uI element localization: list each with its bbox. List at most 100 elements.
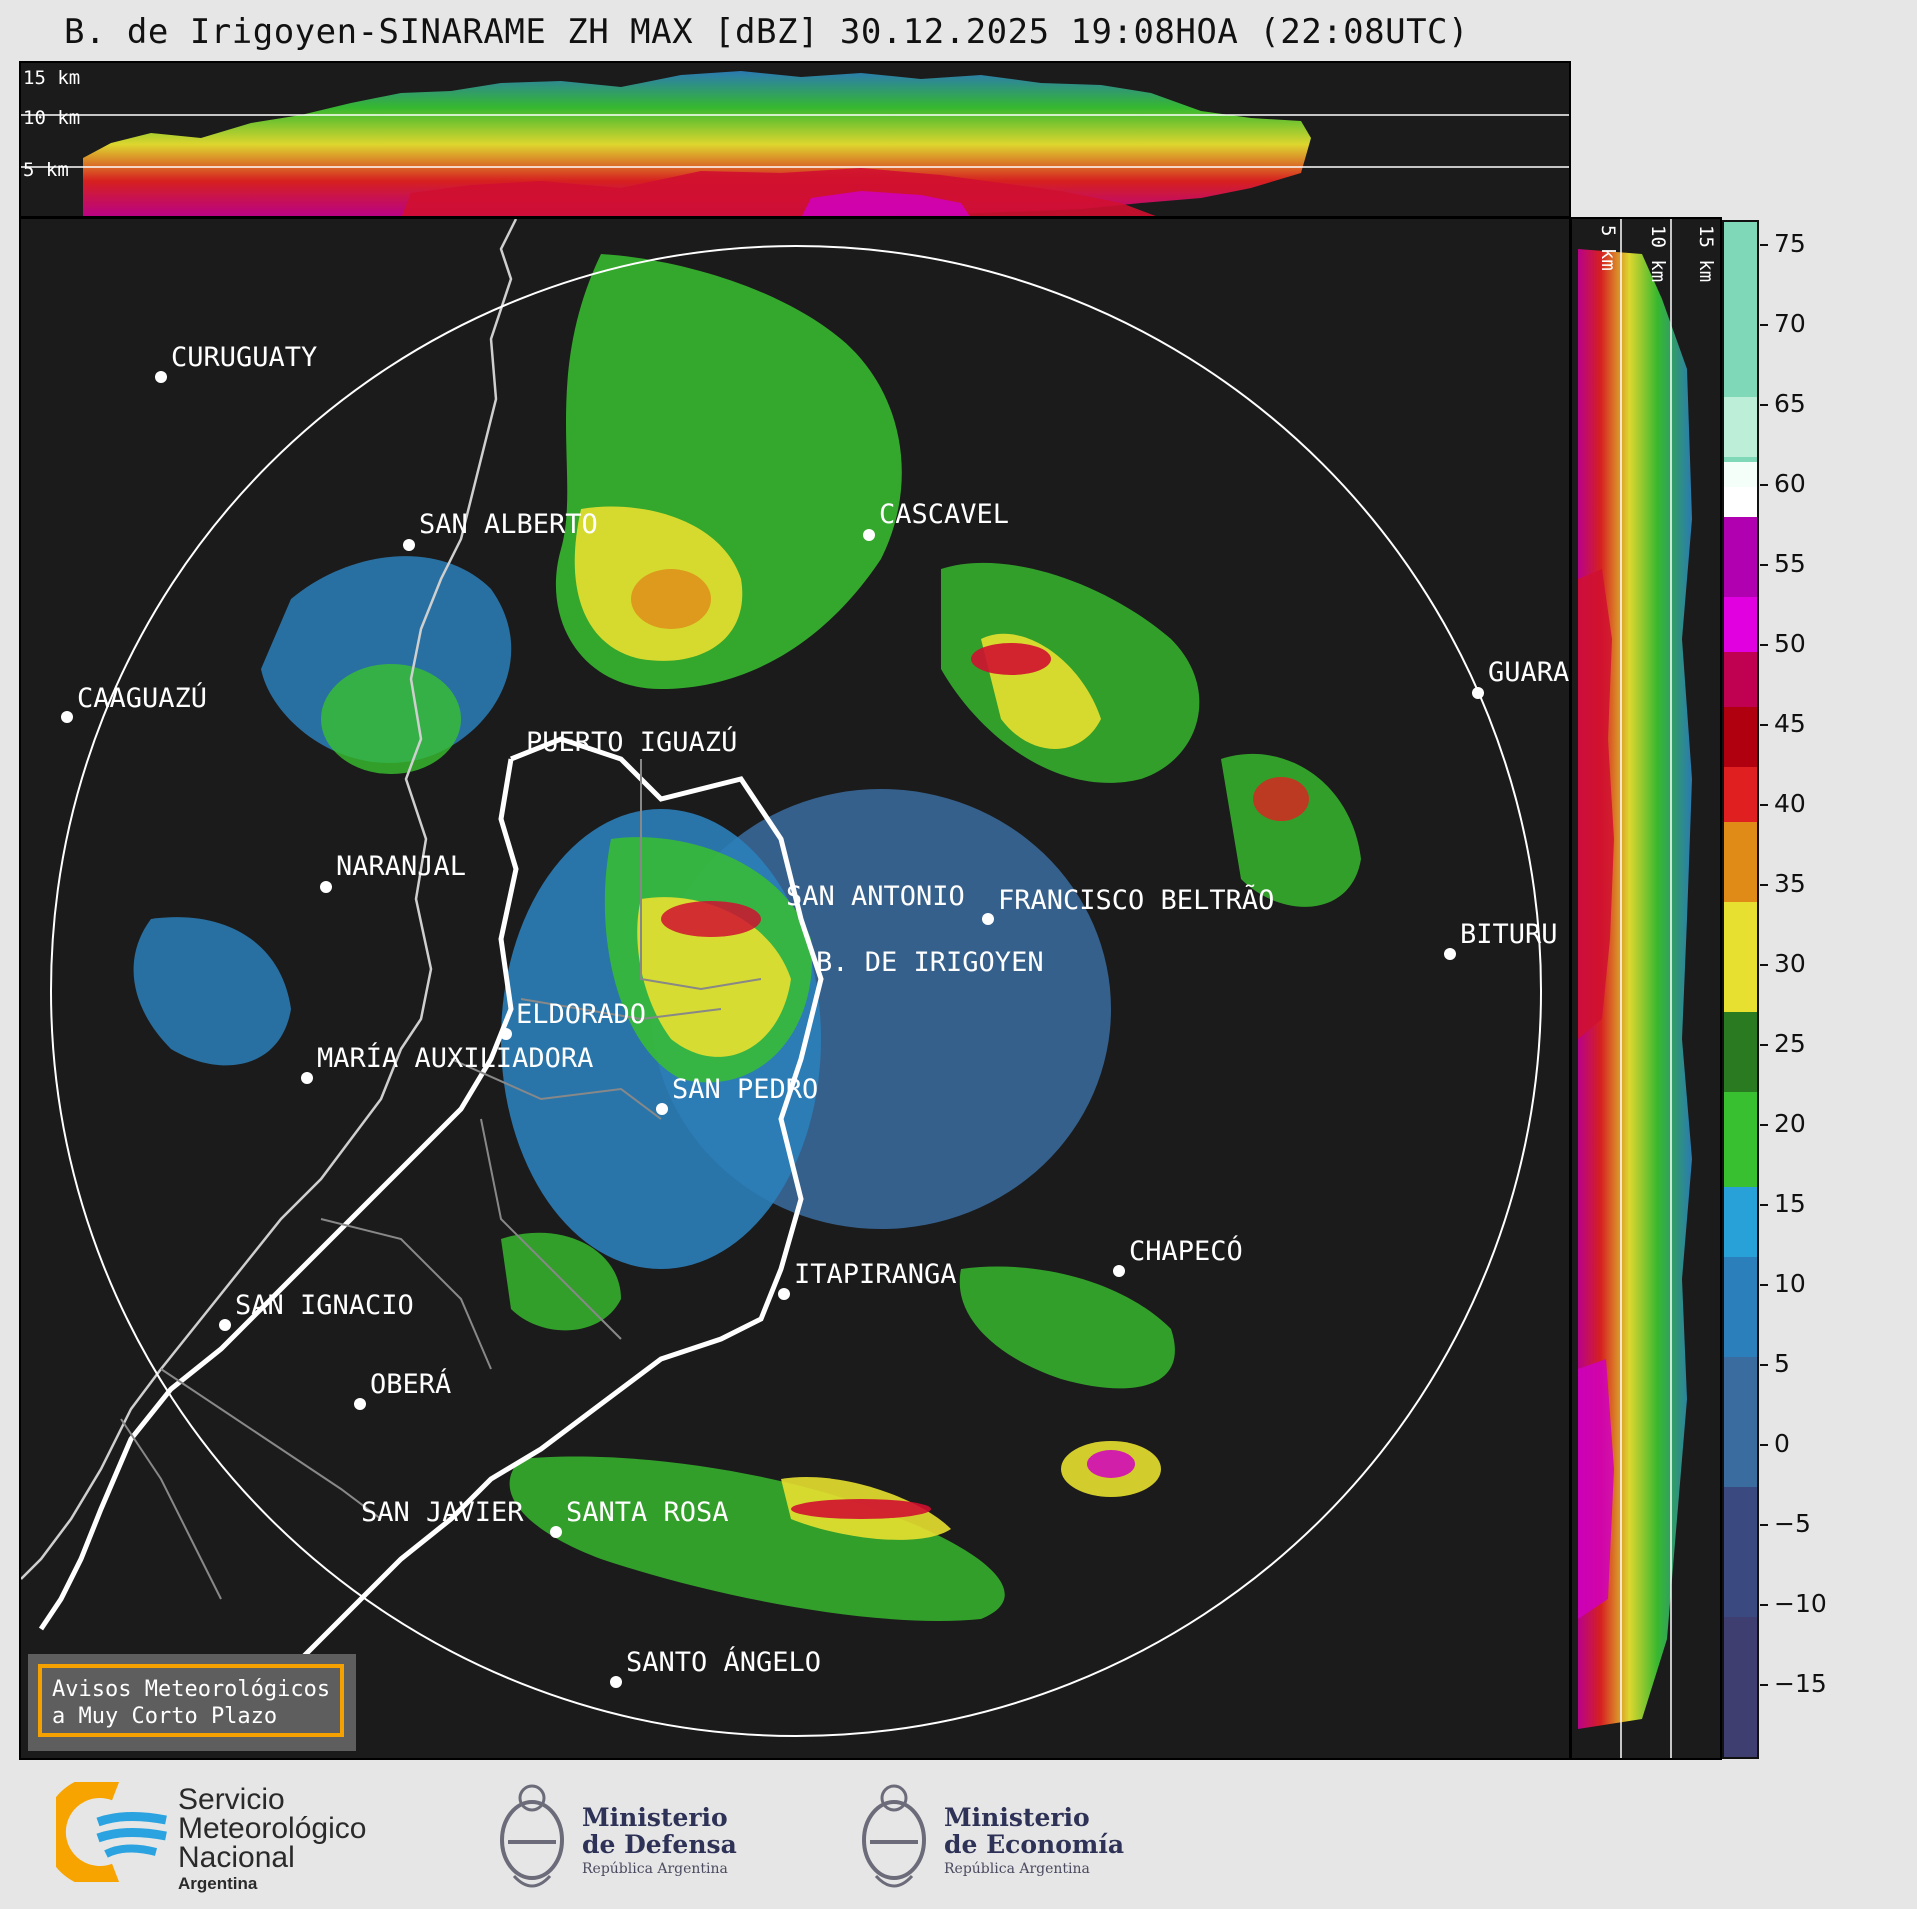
cbar-tick-75: 75 [1760, 229, 1806, 258]
side-echo-core-lower [1578, 1359, 1614, 1619]
city-label-curuguaty: CURUGUATY [171, 342, 317, 373]
radar-range-circle [50, 245, 1542, 1737]
city-label-maria-auxiliadora: MARÍA AUXILIADORA [317, 1042, 593, 1074]
echo-west-cell [133, 917, 291, 1066]
cbar-tick-35: 35 [1760, 869, 1806, 898]
ministerio-economia-text: Ministerio de Economía República Argenti… [944, 1803, 1125, 1877]
top-echo-profile [83, 71, 1311, 216]
echo-northeast-red [971, 643, 1051, 675]
side-cross-section-plot: 5 km 10 km 15 km [1578, 219, 1717, 1758]
top-cross-section-plot: 15 km 10 km 5 km [21, 67, 1569, 216]
cbar-tick-60: 60 [1760, 469, 1806, 498]
echo-center-red [661, 901, 761, 937]
cbar-tick-10: 10 [1760, 1269, 1806, 1298]
city-label-santa-rosa: SANTA ROSA [566, 1497, 729, 1528]
ministerio-defensa-text: Ministerio de Defensa República Argentin… [582, 1803, 737, 1877]
cbar-tick-55: 55 [1760, 549, 1806, 578]
radar-map: CURUGUATY SAN ALBERTO CASCAVEL CAAGUAZÚ … [21, 219, 1569, 1741]
top-15km-label: 15 km [23, 67, 80, 89]
echo-east-green [1221, 753, 1361, 907]
cbar-tick-neg15: −15 [1760, 1669, 1827, 1698]
misiones-border [199, 736, 824, 1741]
marker-francisco-beltrao[interactable] [982, 913, 994, 925]
echo-east-red [1253, 777, 1309, 821]
department-lines [120, 759, 762, 1600]
cbar-tick-70: 70 [1760, 309, 1806, 338]
side-10km-label: 10 km [1647, 225, 1669, 282]
reflectivity-colorbar [1722, 220, 1759, 1759]
echo-west-green [321, 664, 461, 774]
chart-title: B. de Irigoyen-SINARAME ZH MAX [dBZ] 30.… [64, 12, 1469, 52]
city-label-cascavel: CASCAVEL [879, 499, 1009, 530]
side-15km-label: 15 km [1695, 225, 1717, 282]
marker-guara[interactable] [1472, 687, 1484, 699]
city-label-san-pedro: SAN PEDRO [672, 1074, 818, 1105]
city-label-san-antonio: SAN ANTONIO [786, 881, 965, 912]
echo-south-red [791, 1499, 931, 1519]
echo-north-orange [631, 569, 711, 629]
city-label-b-de-irigoyen: B. DE IRIGOYEN [816, 947, 1044, 978]
marker-maria-auxiliadora[interactable] [301, 1072, 313, 1084]
city-label-itapiranga: ITAPIRANGA [794, 1259, 957, 1290]
city-markers [61, 371, 1484, 1688]
cbar-tick-65: 65 [1760, 389, 1806, 418]
marker-santa-rosa[interactable] [550, 1526, 562, 1538]
marker-santo-angelo[interactable] [610, 1676, 622, 1688]
echo-southwest-green [501, 1232, 621, 1331]
side-echo-core [1578, 569, 1614, 1039]
city-label-francisco-beltrao: FRANCISCO BELTRÃO [998, 884, 1274, 916]
city-label-san-javier: SAN JAVIER [361, 1497, 524, 1528]
city-label-caaguazu: CAAGUAZÚ [77, 682, 207, 714]
warning-text: Avisos Meteorológicos a Muy Corto Plazo [52, 1677, 331, 1729]
top-echo-core [401, 168, 1156, 216]
radar-map-panel: CURUGUATY SAN ALBERTO CASCAVEL CAAGUAZÚ … [19, 217, 1571, 1760]
international-border [21, 219, 518, 1580]
city-label-bituru: BITURU [1460, 919, 1558, 950]
warning-box-border [38, 1664, 344, 1737]
smn-logo-icon [56, 1782, 167, 1882]
argentina-coat-of-arms-icon [500, 1784, 564, 1888]
city-label-san-ignacio: SAN IGNACIO [235, 1290, 414, 1321]
cbar-tick-neg10: −10 [1760, 1589, 1827, 1618]
marker-naranjal[interactable] [320, 881, 332, 893]
city-label-guara: GUARA [1488, 657, 1569, 688]
marker-bituru[interactable] [1444, 948, 1456, 960]
echo-southeast-green [959, 1266, 1175, 1389]
echo-southeast-magenta [1087, 1450, 1135, 1478]
smn-logo-text: Servicio Meteorológico Nacional Argentin… [178, 1783, 367, 1894]
side-5km-label: 5 km [1597, 225, 1619, 271]
city-label-eldorado: ELDORADO [516, 999, 646, 1030]
city-label-santo-angelo: SANTO ÁNGELO [626, 1646, 821, 1678]
iguazu-river-border [38, 758, 519, 1631]
marker-eldorado[interactable] [500, 1028, 512, 1040]
marker-san-ignacio[interactable] [219, 1319, 231, 1331]
cbar-tick-5: 5 [1760, 1349, 1790, 1378]
echo-center-yellow [637, 897, 791, 1057]
cbar-tick-40: 40 [1760, 789, 1806, 818]
marker-curuguaty[interactable] [155, 371, 167, 383]
argentina-coat-of-arms-icon-2 [862, 1784, 926, 1888]
cbar-tick-25: 25 [1760, 1029, 1806, 1058]
echo-south-green [509, 1456, 1005, 1621]
side-cross-section-panel: 5 km 10 km 15 km [1570, 217, 1722, 1760]
colorbar-gradient [1724, 222, 1757, 1757]
city-label-obera: OBERÁ [370, 1368, 451, 1400]
marker-cascavel[interactable] [863, 529, 875, 541]
marker-san-alberto[interactable] [403, 539, 415, 551]
city-label-san-alberto: SAN ALBERTO [419, 509, 598, 540]
city-label-naranjal: NARANJAL [336, 851, 466, 882]
top-10km-label: 10 km [23, 107, 80, 129]
cbar-tick-20: 20 [1760, 1109, 1806, 1138]
marker-itapiranga[interactable] [778, 1288, 790, 1300]
marker-san-pedro[interactable] [656, 1103, 668, 1115]
top-cross-section-panel: 15 km 10 km 5 km [19, 61, 1571, 218]
marker-obera[interactable] [354, 1398, 366, 1410]
cbar-tick-30: 30 [1760, 949, 1806, 978]
marker-caaguazu[interactable] [61, 711, 73, 723]
city-label-chapeco: CHAPECÓ [1129, 1235, 1243, 1267]
top-5km-label: 5 km [23, 159, 69, 181]
radar-echo-layer [133, 254, 1361, 1621]
cbar-tick-neg5: −5 [1760, 1509, 1811, 1538]
cbar-tick-50: 50 [1760, 629, 1806, 658]
marker-chapeco[interactable] [1113, 1265, 1125, 1277]
